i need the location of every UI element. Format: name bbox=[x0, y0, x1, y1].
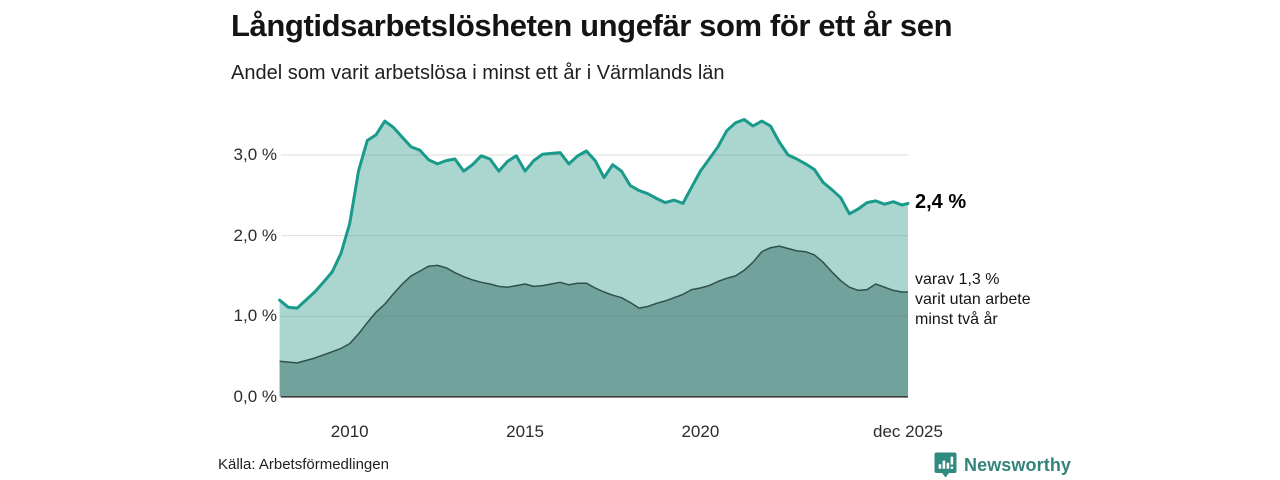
series-end-value-label: 2,4 % bbox=[915, 191, 967, 214]
series-end-note-line: minst två år bbox=[915, 311, 998, 329]
series-end-note-line: varit utan arbete bbox=[915, 291, 1031, 309]
x-axis-tick-label: dec 2025 bbox=[873, 422, 943, 441]
series-end-note-line: varav 1,3 % bbox=[915, 271, 1000, 289]
y-axis-tick-label: 3,0 % bbox=[233, 145, 277, 164]
x-axis-tick-label: 2020 bbox=[681, 422, 720, 441]
newsworthy-pin-barchart-icon bbox=[934, 452, 957, 478]
y-axis-tick-label: 1,0 % bbox=[233, 306, 277, 326]
source-attribution: Källa: Arbetsförmedlingen bbox=[218, 456, 389, 473]
y-axis-tick-label: 0,0 % bbox=[233, 386, 277, 406]
page-title: Långtidsarbetslösheten ungefär som för e… bbox=[231, 8, 953, 43]
y-axis-tick-label: 2,0 % bbox=[233, 225, 277, 245]
brand-name: Newsworthy bbox=[964, 454, 1072, 475]
chart-subtitle: Andel som varit arbetslösa i minst ett å… bbox=[231, 62, 725, 84]
x-axis-tick-label: 2015 bbox=[506, 422, 544, 441]
brand-logo: Newsworthy bbox=[934, 451, 1071, 479]
x-axis-tick-label: 2010 bbox=[330, 422, 369, 441]
